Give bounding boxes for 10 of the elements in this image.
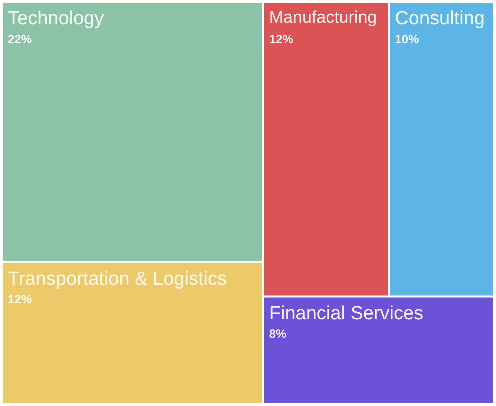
data-label: 12% — [8, 292, 32, 306]
category-label: Transportation & Logistics — [8, 268, 227, 290]
data-label: 22% — [8, 32, 32, 46]
category-label: Technology — [8, 8, 105, 30]
category-label: Consulting — [395, 8, 485, 30]
category-label: Manufacturing — [269, 8, 378, 28]
data-label: 10% — [395, 32, 420, 46]
data-label: 12% — [269, 32, 294, 46]
category-label: Financial Services — [269, 304, 424, 325]
data-label: 8% — [269, 327, 288, 342]
